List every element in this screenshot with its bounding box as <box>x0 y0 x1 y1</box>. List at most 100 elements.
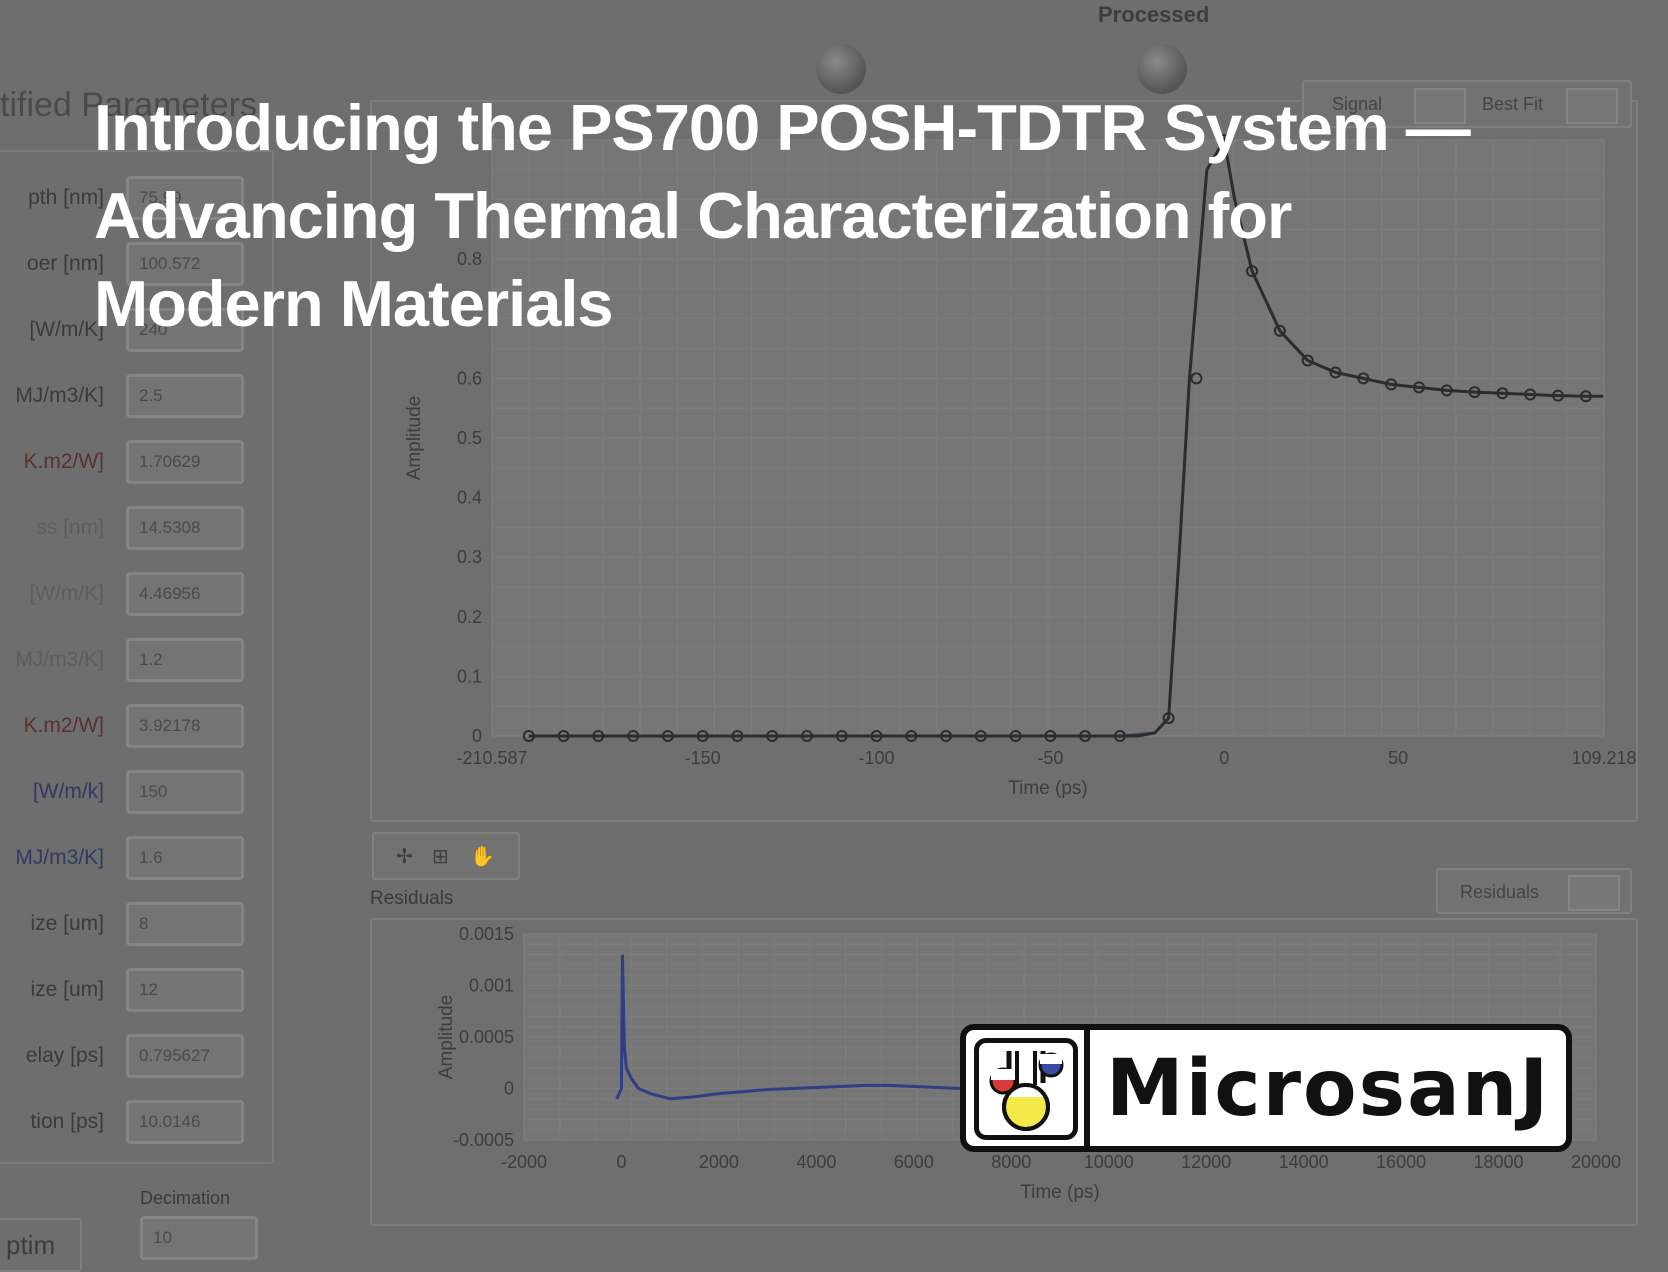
parameter-field[interactable]: 14.5308 <box>126 506 244 550</box>
data-point-marker <box>1357 372 1370 385</box>
parameter-value: 150 <box>139 782 168 801</box>
logo-flask-graphic <box>989 1051 1064 1131</box>
legend-residuals-label: Residuals <box>1460 882 1540 902</box>
data-point-marker <box>1301 354 1314 367</box>
data-point-marker <box>835 730 848 742</box>
parameter-field[interactable]: 75.99 <box>126 176 244 220</box>
data-point-marker <box>800 730 813 742</box>
x-tick-label: 4000 <box>796 1152 836 1172</box>
zoom-icon[interactable]: ⊞ <box>432 846 449 868</box>
legend-best-fit-label: Best Fit <box>1482 94 1544 114</box>
y-tick-label: 0 <box>504 1079 514 1099</box>
parameter-label: ize [um] <box>30 978 104 1001</box>
x-tick-label: 109.218 <box>1571 748 1636 768</box>
parameter-field[interactable]: 1.70629 <box>126 440 244 484</box>
parameter-value: 0.795627 <box>139 1046 210 1065</box>
data-point-marker <box>522 730 535 742</box>
parameter-field[interactable]: 100.572 <box>126 242 244 286</box>
parameter-field[interactable]: 0.795627 <box>126 1034 244 1078</box>
headline-line-1: Introducing the PS700 POSH-TDTR System — <box>94 91 1471 164</box>
x-tick-label: 2000 <box>699 1152 739 1172</box>
headline: Introducing the PS700 POSH-TDTR System —… <box>94 84 1594 348</box>
data-point-marker <box>627 730 640 742</box>
parameter-field[interactable]: 2.5 <box>126 374 244 418</box>
data-point-marker <box>661 730 674 742</box>
parameter-field[interactable]: 150 <box>126 770 244 814</box>
parameter-value: 8 <box>139 914 149 933</box>
y-tick-label: 0 <box>472 726 482 746</box>
parameter-field[interactable]: 10.0146 <box>126 1100 244 1144</box>
parameter-field[interactable]: 4.46956 <box>126 572 244 616</box>
data-point-marker <box>1009 730 1022 742</box>
x-tick-label: 20000 <box>1571 1152 1621 1172</box>
parameter-value: 12 <box>139 980 158 999</box>
x-tick-label: -50 <box>1037 748 1063 768</box>
parameter-label: [W/m/K] <box>29 582 104 605</box>
residuals-label: Residuals <box>370 888 454 909</box>
data-point-marker <box>1579 390 1592 403</box>
optimize-button[interactable]: ptim <box>0 1218 82 1272</box>
data-point-marker <box>1246 265 1259 278</box>
parameter-field[interactable]: 1.6 <box>126 836 244 880</box>
x-tick-label: 50 <box>1388 748 1408 768</box>
parameter-label: K.m2/W] <box>23 450 104 473</box>
optimize-button-label: ptim <box>6 1230 56 1260</box>
logo-divider <box>1084 1030 1090 1146</box>
legend-signal-label: Signal <box>1332 94 1383 114</box>
parameter-field[interactable]: 240 <box>126 308 244 352</box>
graph-toolbar: ✢ ⊞ ✋ <box>372 832 520 880</box>
parameter-label: pth [nm] <box>28 186 104 209</box>
parameter-label: MJ/m3/K] <box>15 846 104 869</box>
parameter-label: oer [nm] <box>26 252 104 275</box>
y-tick-label: 0.1 <box>457 666 482 686</box>
x-tick-label: -2000 <box>501 1152 547 1172</box>
parameter-label: [W/m/k] <box>32 780 104 803</box>
parameter-label: tion [ps] <box>30 1110 104 1133</box>
processed-label: Processed <box>1098 2 1210 27</box>
parameter-value: 75.99 <box>139 188 182 207</box>
parameter-value: 100.572 <box>139 254 201 273</box>
x-tick-label: 0 <box>616 1152 626 1172</box>
data-point-marker <box>1218 134 1231 146</box>
best-fit-swatch-icon[interactable] <box>1566 88 1618 124</box>
decimation-field[interactable]: 10 <box>140 1216 258 1260</box>
residuals-swatch-icon[interactable] <box>1568 875 1620 911</box>
signal-swatch-icon[interactable] <box>1414 88 1466 124</box>
data-point-marker <box>1496 387 1509 400</box>
data-point-marker <box>1329 366 1342 379</box>
parameter-value: 1.6 <box>139 848 163 867</box>
y-tick-label: 0.3 <box>457 547 482 567</box>
parameter-field[interactable]: 12 <box>126 968 244 1012</box>
parameter-field[interactable]: 3.92178 <box>126 704 244 748</box>
data-point-marker <box>592 730 605 742</box>
data-point-marker <box>1162 712 1175 725</box>
parameter-panel <box>0 150 274 1164</box>
logo-flask-icon <box>974 1038 1078 1140</box>
signal-legend: Signal Best Fit <box>1302 80 1632 128</box>
parameter-value: 1.70629 <box>139 452 201 471</box>
data-point-marker <box>940 730 953 742</box>
y-tick-label: 0.0015 <box>459 924 514 944</box>
data-point-marker <box>696 730 709 742</box>
parameter-label: elay [ps] <box>25 1044 104 1067</box>
data-point-marker <box>1190 372 1203 385</box>
parameter-label: [W/m/K] <box>29 318 104 341</box>
data-point-marker <box>1273 324 1286 337</box>
data-point-marker <box>557 730 570 742</box>
data-point-marker <box>1412 381 1425 394</box>
parameter-field[interactable]: 1.2 <box>126 638 244 682</box>
pan-icon[interactable]: ✋ <box>470 846 495 868</box>
data-point-marker <box>1552 389 1565 402</box>
y-tick-label: 0.001 <box>469 976 514 996</box>
parameter-field[interactable]: 8 <box>126 902 244 946</box>
y-axis-label: Amplitude <box>436 995 457 1080</box>
cursor-icon[interactable]: ✢ <box>396 846 413 868</box>
parameter-label: MJ/m3/K] <box>15 384 104 407</box>
y-tick-label: 0.6 <box>457 368 482 388</box>
parameter-label: ss [nm] <box>36 516 104 539</box>
data-point-marker <box>870 730 883 742</box>
headline-line-2: Advancing Thermal Characterization for <box>94 179 1292 252</box>
series-line <box>615 954 963 1101</box>
data-point-marker <box>1044 730 1057 742</box>
x-tick-label: 14000 <box>1279 1152 1329 1172</box>
